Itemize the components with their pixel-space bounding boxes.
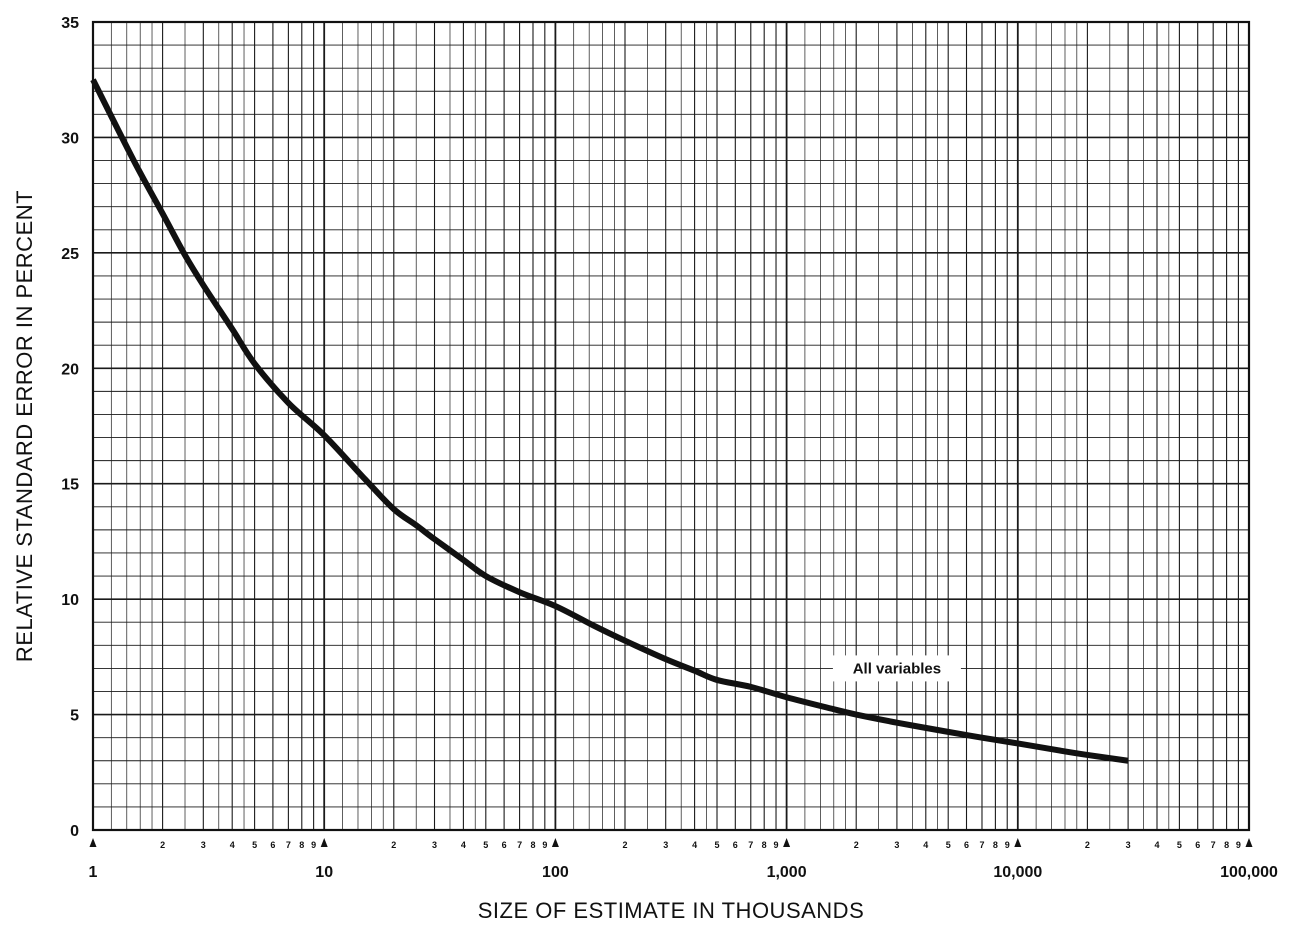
y-tick-label: 10 [61, 592, 79, 609]
x-minor-tick-label: 6 [270, 840, 275, 850]
x-minor-tick-label: 9 [311, 840, 316, 850]
x-minor-tick-label: 2 [622, 840, 627, 850]
annotation-0: All variables [832, 655, 961, 682]
x-major-tick-marker [1245, 838, 1253, 847]
x-minor-tick-label: 5 [252, 840, 257, 850]
x-minor-tick-label: 4 [230, 840, 235, 850]
annotation-background [832, 655, 961, 682]
x-minor-tick-label: 3 [663, 840, 668, 850]
x-minor-tick-label: 6 [964, 840, 969, 850]
x-minor-tick-label: 5 [946, 840, 951, 850]
x-minor-tick-label: 7 [979, 840, 984, 850]
x-major-tick-marker [1014, 838, 1022, 847]
y-axis: 0 5 10 15 20 25 30 35 [61, 15, 79, 840]
x-major-tick-label: 100,000 [1220, 864, 1278, 881]
x-minor-tick-label: 9 [774, 840, 779, 850]
x-minor-tick-label: 6 [1195, 840, 1200, 850]
x-minor-tick-label: 5 [1177, 840, 1182, 850]
x-minor-tick-label: 2 [391, 840, 396, 850]
plot-border [91, 20, 1251, 832]
y-tick-label: 35 [61, 15, 79, 32]
x-minor-tick-label: 7 [1211, 840, 1216, 850]
x-minor-tick-label: 7 [748, 840, 753, 850]
x-major-tick-marker [89, 838, 97, 847]
x-minor-tick-label: 2 [854, 840, 859, 850]
series-layer [90, 78, 1129, 764]
x-minor-tick-label: 6 [733, 840, 738, 850]
x-minor-tick-label: 8 [530, 840, 535, 850]
x-minor-tick-label: 7 [286, 840, 291, 850]
x-minor-tick-label: 8 [1224, 840, 1229, 850]
x-axis-title: SIZE OF ESTIMATE IN THOUSANDS [478, 898, 865, 923]
x-minor-tick-label: 2 [160, 840, 165, 850]
grid-layer [92, 21, 1250, 831]
x-major-tick-label: 10,000 [993, 864, 1042, 881]
series-line-0 [90, 78, 1129, 764]
x-minor-tick-label: 4 [923, 840, 928, 850]
x-major-tick-label: 10 [315, 864, 333, 881]
x-minor-tick-label: 3 [894, 840, 899, 850]
x-minor-tick-label: 8 [299, 840, 304, 850]
x-minor-tick-label: 4 [692, 840, 697, 850]
x-minor-tick-label: 8 [993, 840, 998, 850]
x-minor-tick-label: 9 [1005, 840, 1010, 850]
y-tick-label: 15 [61, 477, 79, 494]
x-minor-tick-label: 9 [1236, 840, 1241, 850]
x-minor-tick-label: 2 [1085, 840, 1090, 850]
x-major-tick-label: 1,000 [767, 864, 807, 881]
y-tick-label: 25 [61, 246, 79, 263]
x-major-tick-marker [783, 838, 791, 847]
x-minor-tick-label: 3 [432, 840, 437, 850]
x-minor-tick-label: 4 [1154, 840, 1159, 850]
x-major-tick-label: 1 [89, 864, 98, 881]
y-tick-label: 20 [61, 361, 79, 378]
x-minor-tick-label: 5 [483, 840, 488, 850]
x-minor-tick-label: 7 [517, 840, 522, 850]
annotation-label: All variables [853, 660, 941, 677]
y-axis-title: RELATIVE STANDARD ERROR IN PERCENT [12, 190, 37, 662]
annotation-layer: All variables [832, 655, 961, 682]
x-minor-tick-label: 4 [461, 840, 466, 850]
plot-frame [91, 20, 1251, 832]
x-minor-tick-label: 6 [502, 840, 507, 850]
x-minor-tick-label: 8 [762, 840, 767, 850]
x-minor-tick-label: 3 [201, 840, 206, 850]
x-minor-tick-label: 3 [1126, 840, 1131, 850]
x-major-tick-marker [551, 838, 559, 847]
x-minor-tick-label: 5 [714, 840, 719, 850]
x-major-tick-marker [320, 838, 328, 847]
y-tick-label: 5 [70, 708, 79, 725]
y-tick-label: 30 [61, 130, 79, 147]
x-minor-tick-label: 9 [542, 840, 547, 850]
x-major-tick-label: 100 [542, 864, 569, 881]
y-tick-label: 0 [70, 823, 79, 840]
